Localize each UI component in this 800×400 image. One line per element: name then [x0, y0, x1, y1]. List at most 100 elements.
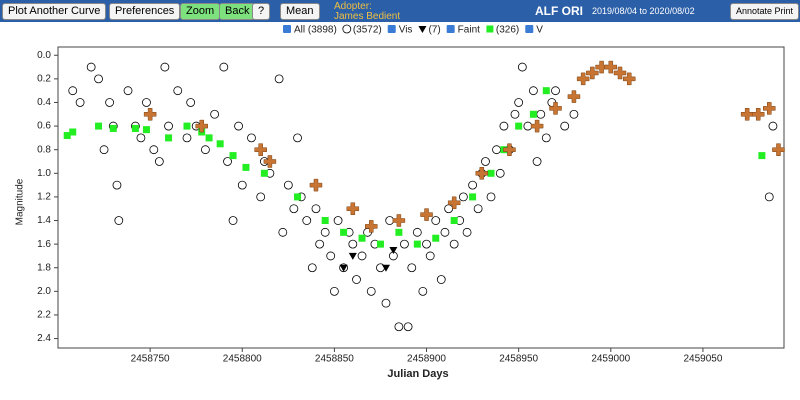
- button[interactable]: Annotate Print: [730, 3, 800, 20]
- point: [69, 128, 77, 136]
- date-range: 2019/08/04 to 2020/08/02: [592, 6, 695, 16]
- toolbar: Plot Another Curve Preferences Zoom Back…: [0, 0, 800, 22]
- point: [260, 169, 268, 177]
- checkbox: [283, 25, 291, 33]
- button[interactable]: Back: [219, 3, 256, 20]
- point: [462, 227, 472, 237]
- point: [395, 228, 403, 236]
- x-tick-label: 2458850: [315, 354, 354, 365]
- point: [143, 108, 157, 121]
- point: [549, 102, 562, 115]
- point: [495, 168, 505, 178]
- point: [586, 66, 599, 80]
- point: [751, 108, 765, 121]
- point: [165, 134, 173, 142]
- y-tick-label: 2.2: [37, 310, 51, 321]
- point: [254, 143, 267, 156]
- point: [186, 98, 196, 107]
- button[interactable]: ?: [252, 3, 271, 20]
- point: [210, 109, 220, 119]
- point: [576, 72, 590, 86]
- point: [315, 239, 325, 249]
- point: [475, 167, 489, 180]
- button[interactable]: Plot Another Curve: [2, 3, 107, 20]
- point: [223, 157, 232, 166]
- point: [492, 145, 501, 155]
- point: [758, 152, 766, 160]
- y-tick-label: 1.0: [37, 168, 51, 179]
- x-tick-label: 2458750: [131, 354, 170, 365]
- y-tick-label: 0.2: [37, 74, 51, 85]
- point: [567, 90, 581, 103]
- point: [182, 133, 192, 143]
- legend-text: (7): [428, 25, 440, 36]
- point: [99, 145, 109, 155]
- point: [412, 227, 422, 237]
- checkbox: [446, 25, 455, 33]
- point: [112, 180, 122, 190]
- point: [763, 102, 776, 115]
- legend-text: Faint: [458, 25, 480, 36]
- point: [381, 298, 391, 308]
- point: [440, 227, 450, 237]
- point: [75, 98, 85, 107]
- point: [536, 109, 546, 119]
- point: [381, 264, 390, 272]
- adopter: James Bedient: [334, 11, 401, 22]
- button[interactable]: Mean: [280, 3, 320, 20]
- y-tick-label: 2.4: [37, 333, 51, 344]
- point: [123, 86, 133, 96]
- point: [450, 217, 458, 225]
- point: [595, 60, 608, 74]
- point: [247, 133, 256, 143]
- x-tick-label: 2458900: [407, 354, 446, 365]
- point: [532, 157, 542, 166]
- point: [340, 228, 348, 236]
- point: [131, 124, 139, 132]
- legend-marker: [342, 24, 352, 34]
- point: [219, 62, 229, 72]
- point: [205, 134, 213, 142]
- point: [436, 275, 446, 284]
- point: [164, 121, 173, 131]
- point: [95, 122, 103, 130]
- y-tick-label: 1.4: [37, 215, 51, 226]
- point: [94, 74, 103, 84]
- y-axis-label: Magnitude: [15, 178, 26, 225]
- point: [234, 121, 243, 131]
- point: [458, 192, 468, 202]
- point: [274, 74, 284, 84]
- legend-marker: [418, 26, 427, 33]
- point: [364, 220, 378, 233]
- point: [413, 240, 421, 248]
- point: [339, 264, 348, 272]
- legend-text: (3572): [353, 25, 382, 36]
- y-tick-label: 0.6: [37, 121, 51, 132]
- point: [432, 234, 440, 242]
- point: [237, 180, 247, 190]
- x-axis-label: Julian Days: [387, 368, 448, 380]
- point: [529, 110, 537, 118]
- point: [105, 98, 114, 107]
- legend-text: Vis: [399, 25, 413, 36]
- button[interactable]: Preferences: [109, 3, 181, 20]
- point: [422, 239, 431, 249]
- point: [530, 119, 544, 133]
- point: [400, 239, 409, 249]
- point: [278, 227, 288, 237]
- point: [289, 204, 299, 214]
- point: [604, 60, 618, 74]
- point: [311, 204, 321, 214]
- point: [173, 86, 183, 96]
- point: [487, 169, 495, 177]
- point: [569, 109, 579, 119]
- y-tick-label: 1.6: [37, 239, 51, 250]
- x-tick-label: 2459050: [683, 354, 722, 365]
- point: [109, 124, 117, 132]
- point: [86, 62, 96, 72]
- point: [542, 87, 550, 95]
- legend-marker: [486, 25, 494, 33]
- button[interactable]: Zoom: [180, 3, 221, 20]
- point: [149, 145, 159, 155]
